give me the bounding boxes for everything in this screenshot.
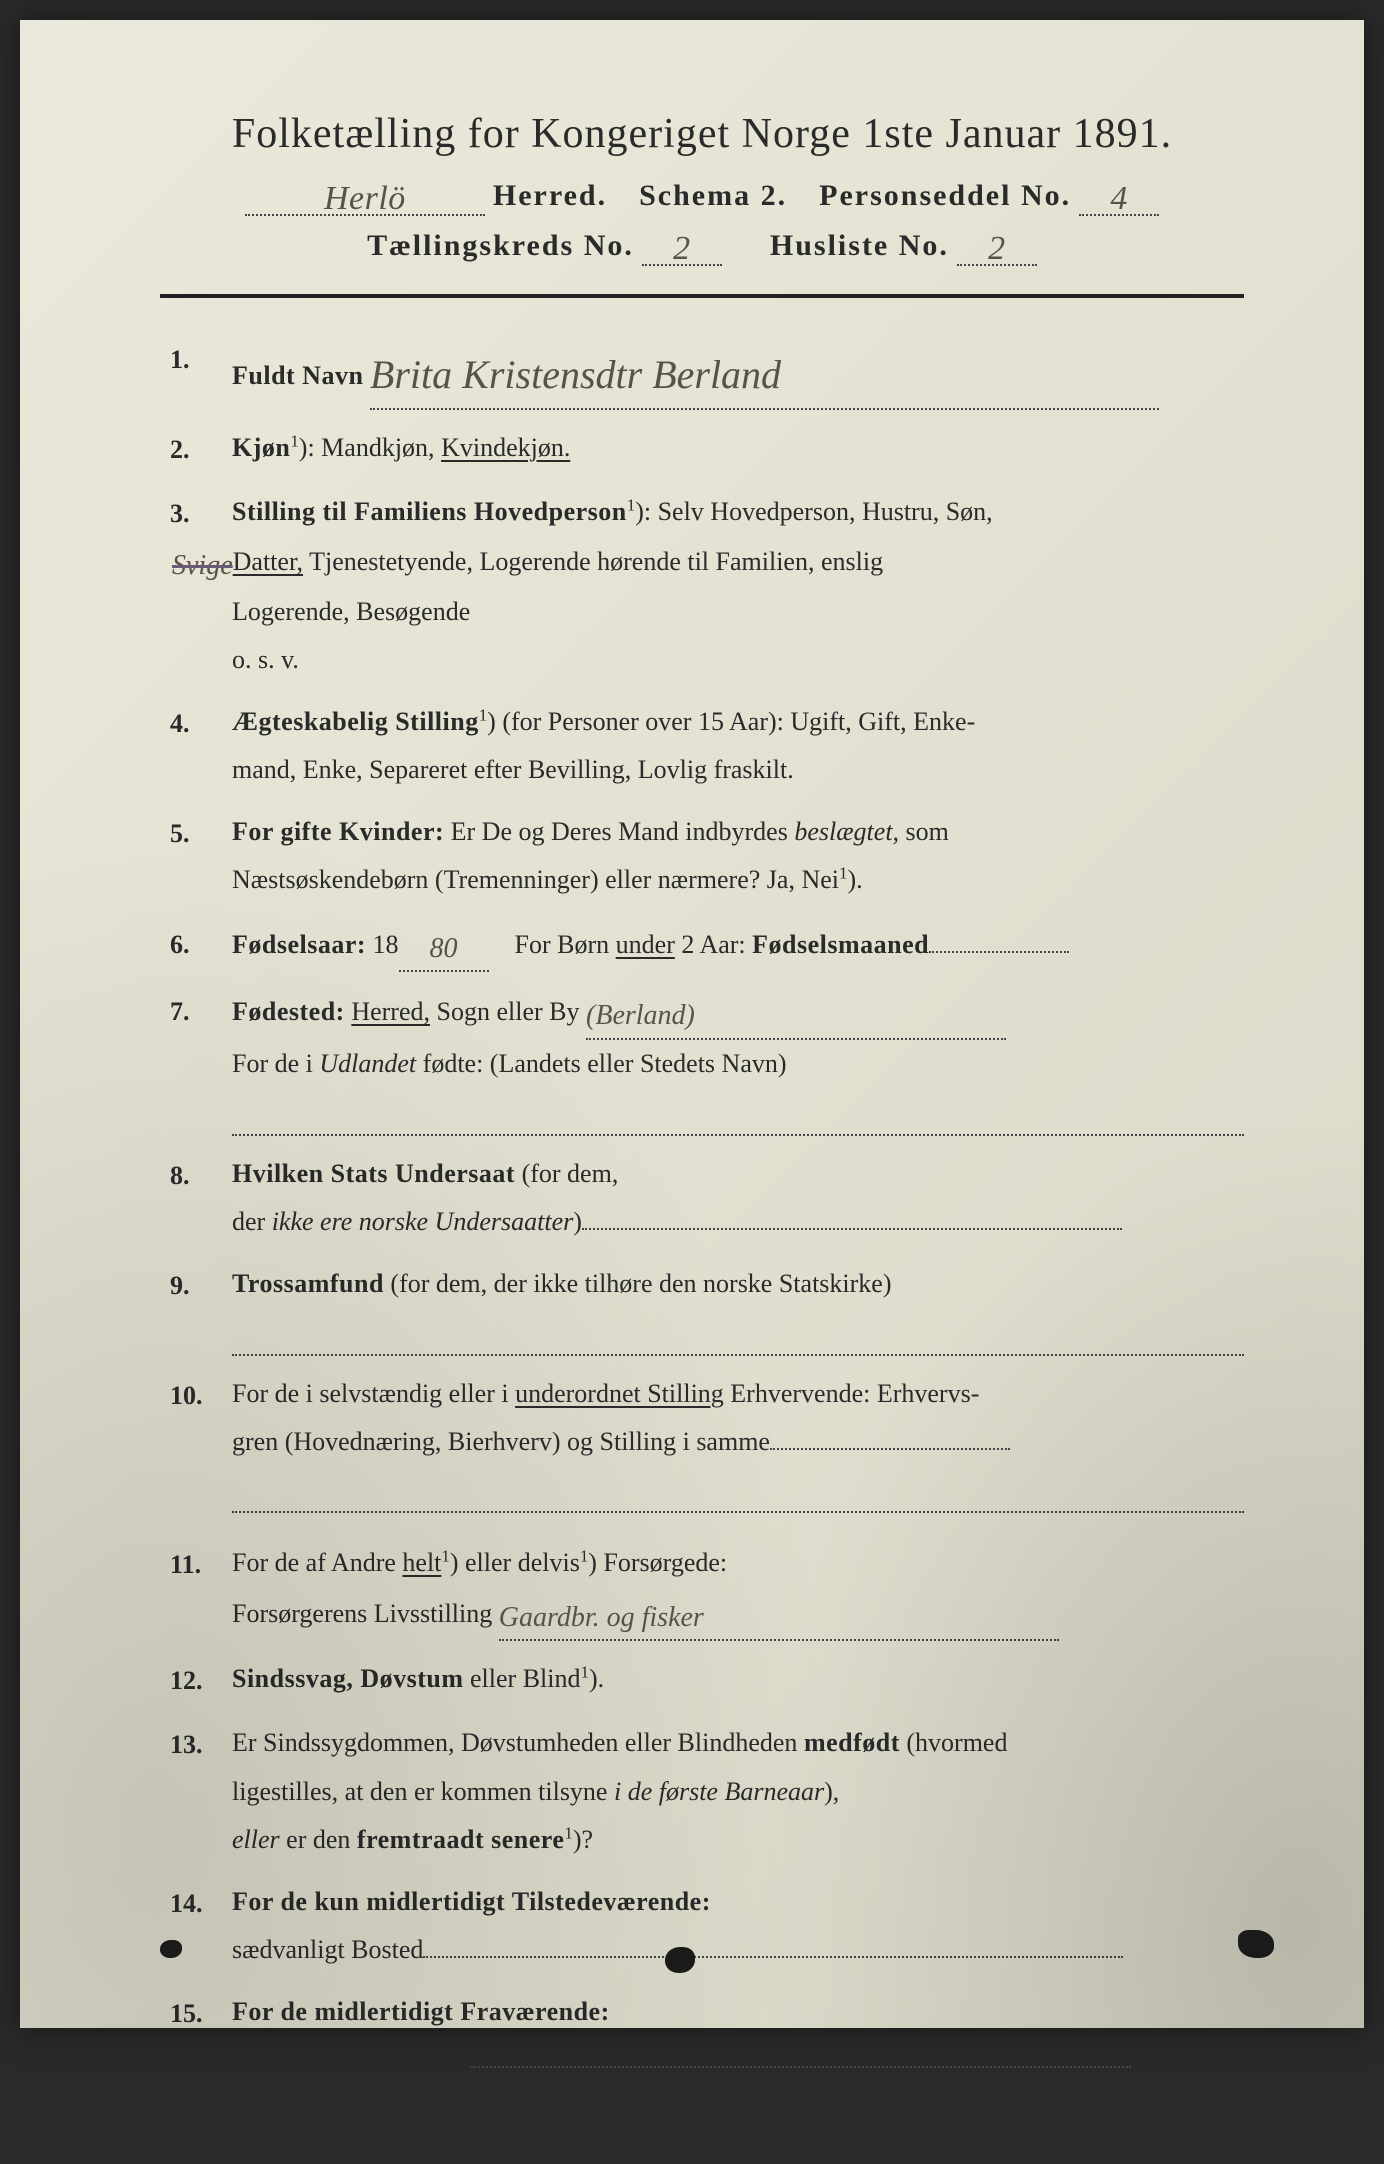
header-line-1: Herlö Herred. Schema 2. Personseddel No.… — [160, 176, 1244, 216]
item-body: Ægteskabelig Stilling1) (for Personer ov… — [232, 698, 1244, 794]
item-num: 4. — [170, 698, 232, 794]
item-1: 1. Fuldt Navn Brita Kristensdtr Berland — [170, 334, 1244, 410]
item-body: Trossamfund (for dem, der ikke tilhøre d… — [232, 1260, 1244, 1356]
item-body: For de kun midlertidigt Tilstedeværende:… — [232, 1878, 1244, 1974]
header-line-2: Tællingskreds No. 2 Husliste No. 2 — [160, 226, 1244, 266]
item-2: 2. Kjøn1): Mandkjøn, Kvindekjøn. — [170, 424, 1244, 474]
item-body: Stilling til Familiens Hovedperson1): Se… — [232, 488, 1244, 684]
personseddel-field: 4 — [1079, 176, 1159, 216]
item-body: Kjøn1): Mandkjøn, Kvindekjøn. — [232, 424, 1244, 474]
item-body: For gifte Kvinder: Er De og Deres Mand i… — [232, 808, 1244, 904]
item-4: 4. Ægteskabelig Stilling1) (for Personer… — [170, 698, 1244, 794]
item-body: Fødselsaar: 1880 For Børn under 2 Aar: F… — [232, 919, 1244, 973]
ink-blot — [1238, 1930, 1274, 1958]
item-6: 6. Fødselsaar: 1880 For Børn under 2 Aar… — [170, 919, 1244, 973]
census-form-page: Folketælling for Kongeriget Norge 1ste J… — [20, 20, 1364, 2028]
personseddel-label: Personseddel No. — [819, 179, 1071, 212]
herred-field: Herlö — [245, 176, 485, 216]
item-15: 15. For de midlertidigt Fraværende: anta… — [170, 1988, 1244, 2084]
item-body: Fuldt Navn Brita Kristensdtr Berland — [232, 334, 1244, 410]
item-body: Fødested: Herred, Sogn eller By (Berland… — [232, 986, 1244, 1135]
divider-rule — [160, 294, 1244, 298]
year-field: 80 — [399, 919, 489, 973]
schema-label: Schema 2. — [639, 179, 787, 212]
husliste-field: 2 — [957, 226, 1037, 266]
kreds-field: 2 — [642, 226, 722, 266]
husliste-label: Husliste No. — [770, 229, 949, 262]
form-items: 1. Fuldt Navn Brita Kristensdtr Berland … — [160, 334, 1244, 2084]
item-num: 5. — [170, 808, 232, 904]
item-body: For de af Andre helt1) eller delvis1) Fo… — [232, 1539, 1244, 1641]
dotted-line — [232, 1472, 1244, 1514]
item-7: 7. Fødested: Herred, Sogn eller By (Berl… — [170, 986, 1244, 1135]
item-num: 11. — [170, 1539, 232, 1641]
ink-blot — [160, 1940, 182, 1958]
item-num: 7. — [170, 986, 232, 1135]
item-body: Hvilken Stats Undersaat (for dem, der ik… — [232, 1150, 1244, 1246]
item-12: 12. Sindssvag, Døvstum eller Blind1). — [170, 1655, 1244, 1705]
ink-blot — [665, 1947, 695, 1973]
item-num: 9. — [170, 1260, 232, 1356]
item-3: 3. Stilling til Familiens Hovedperson1):… — [170, 488, 1244, 684]
item-9: 9. Trossamfund (for dem, der ikke tilhør… — [170, 1260, 1244, 1356]
item-body: Sindssvag, Døvstum eller Blind1). — [232, 1655, 1244, 1705]
item-11: 11. For de af Andre helt1) eller delvis1… — [170, 1539, 1244, 1641]
item-num: 6. — [170, 919, 232, 973]
item-num: 13. — [170, 1719, 232, 1863]
item-num: 8. — [170, 1150, 232, 1246]
item-5: 5. For gifte Kvinder: Er De og Deres Man… — [170, 808, 1244, 904]
item-13: 13. Er Sindssygdommen, Døvstumheden elle… — [170, 1719, 1244, 1863]
item-num: 1. — [170, 334, 232, 410]
item-num: 3. — [170, 488, 232, 684]
item-14: 14. For de kun midlertidigt Tilstedevære… — [170, 1878, 1244, 1974]
herred-label: Herred. — [493, 179, 607, 212]
item-10: 10. For de i selvstændig eller i underor… — [170, 1370, 1244, 1514]
form-header: Folketælling for Kongeriget Norge 1ste J… — [160, 110, 1244, 266]
item-num: 12. — [170, 1655, 232, 1705]
footnote: 1) De for hvert Tilfælde passende Ord un… — [160, 2134, 1244, 2164]
dotted-line — [232, 1314, 1244, 1356]
item-body: For de midlertidigt Fraværende: antageli… — [232, 1988, 1244, 2084]
item-num: 2. — [170, 424, 232, 474]
dotted-line — [232, 1094, 1244, 1136]
item-8: 8. Hvilken Stats Undersaat (for dem, der… — [170, 1150, 1244, 1246]
item-num: 15. — [170, 1988, 232, 2084]
item-body: For de i selvstændig eller i underordnet… — [232, 1370, 1244, 1514]
kreds-label: Tællingskreds No. — [367, 229, 634, 262]
item-body: Er Sindssygdommen, Døvstumheden eller Bl… — [232, 1719, 1244, 1863]
form-title: Folketælling for Kongeriget Norge 1ste J… — [160, 110, 1244, 158]
birthplace-field: (Berland) — [586, 986, 1006, 1040]
provider-field: Gaardbr. og fisker — [499, 1588, 1059, 1642]
name-field: Brita Kristensdtr Berland — [370, 334, 1159, 410]
item-num: 14. — [170, 1878, 232, 1974]
item-num: 10. — [170, 1370, 232, 1514]
